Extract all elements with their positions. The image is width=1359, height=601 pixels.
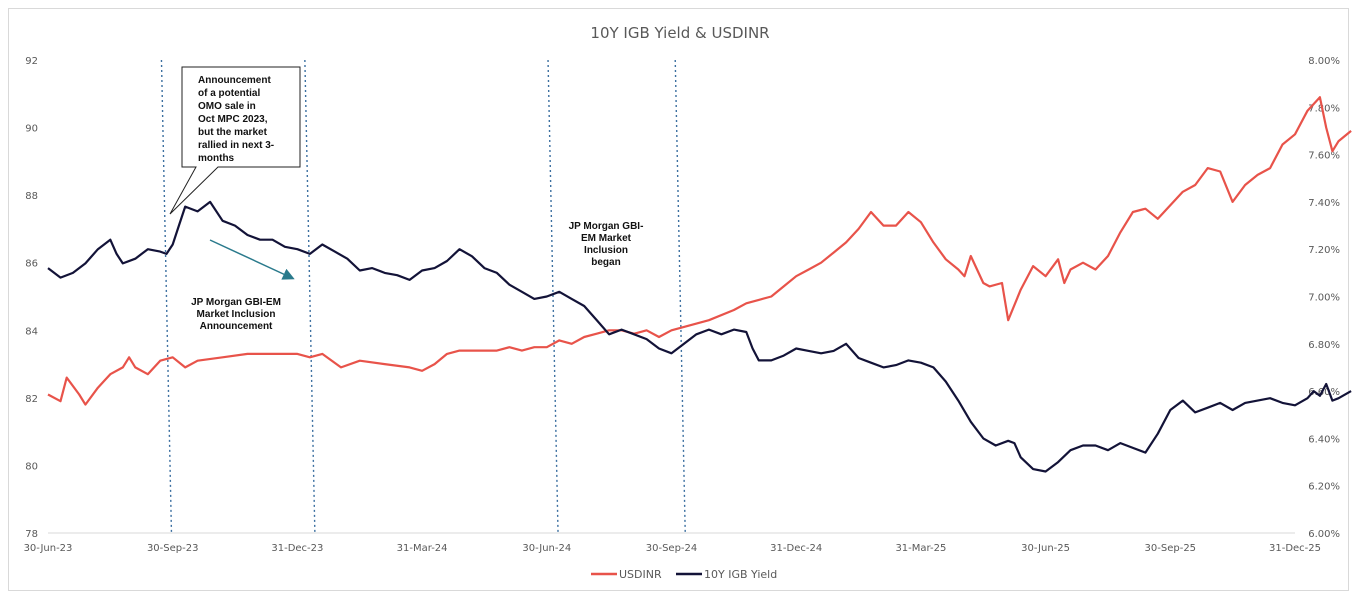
- right-tick-label: 6.60%: [1308, 387, 1340, 398]
- left-axis-ticks: 78 80 82 84 86 88 90 92: [25, 56, 38, 540]
- x-tick-label: 30-Sep-23: [147, 543, 199, 554]
- left-tick-label: 92: [25, 56, 38, 67]
- annotation-line: Market Inclusion: [197, 309, 276, 320]
- event-vertical-line: [304, 59, 316, 534]
- chart-title: 10Y IGB Yield & USDINR: [590, 24, 769, 42]
- left-tick-label: 88: [25, 191, 38, 202]
- x-tick-label: 31-Dec-24: [770, 543, 822, 554]
- annotation-line: EM Market: [581, 233, 632, 244]
- left-tick-label: 90: [25, 124, 38, 135]
- right-tick-label: 7.00%: [1308, 293, 1340, 304]
- right-tick-label: 6.40%: [1308, 434, 1340, 445]
- annotation-line: Announcement: [200, 321, 273, 332]
- right-tick-label: 6.00%: [1308, 529, 1340, 540]
- left-tick-label: 80: [25, 461, 38, 472]
- event-vertical-line: [674, 59, 686, 534]
- x-tick-label: 31-Mar-25: [895, 543, 946, 554]
- legend-usdinr-label: USDINR: [619, 568, 662, 581]
- annotation-arrow: [209, 239, 295, 280]
- left-tick-label: 86: [25, 259, 38, 270]
- annotation-line: months: [198, 153, 235, 164]
- x-tick-label: 30-Jun-23: [24, 543, 73, 554]
- annotation-callout-box: [169, 66, 301, 215]
- left-tick-label: 84: [25, 326, 38, 337]
- annotation-line: JP Morgan GBI-EM: [191, 297, 281, 308]
- annotation-line: began: [591, 257, 620, 268]
- x-tick-label: 31-Dec-25: [1269, 543, 1321, 554]
- annotation-line: OMO sale in: [198, 101, 256, 112]
- annotation-line: Inclusion: [584, 245, 628, 256]
- x-tick-label: 30-Sep-25: [1145, 543, 1197, 554]
- annotation-line: JP Morgan GBI-: [569, 221, 644, 232]
- right-tick-label: 6.20%: [1308, 482, 1340, 493]
- right-tick-label: 6.80%: [1308, 340, 1340, 351]
- x-axis-ticks: 30-Jun-23 30-Sep-23 31-Dec-23 31-Mar-24 30-J…: [24, 543, 1321, 554]
- x-tick-label: 31-Mar-24: [397, 543, 448, 554]
- legend-igb-label: 10Y IGB Yield: [704, 568, 777, 581]
- right-tick-label: 7.60%: [1308, 151, 1340, 162]
- event-vertical-line: [547, 59, 559, 534]
- right-tick-label: 7.80%: [1308, 103, 1340, 114]
- event-lines: [160, 59, 686, 534]
- x-tick-label: 30-Jun-24: [522, 543, 571, 554]
- annotation-line: rallied in next 3-: [198, 140, 274, 151]
- right-tick-label: 7.20%: [1308, 245, 1340, 256]
- legend: USDINR 10Y IGB Yield: [591, 568, 777, 581]
- left-tick-label: 82: [25, 394, 38, 405]
- annotation-line: Oct MPC 2023,: [198, 114, 268, 125]
- usdinr-series-line: [47, 96, 1352, 406]
- x-tick-label: 30-Sep-24: [646, 543, 698, 554]
- right-tick-label: 8.00%: [1308, 56, 1340, 67]
- x-tick-label: 30-Jun-25: [1021, 543, 1070, 554]
- annotation-line: of a potential: [198, 88, 260, 99]
- annotation-line: but the market: [198, 127, 268, 138]
- right-tick-label: 7.40%: [1308, 198, 1340, 209]
- annotation-omo-sale: Announcement of a potential OMO sale in Oct…: [198, 75, 274, 164]
- right-axis-ticks: 6.00% 6.20% 6.40% 6.60% 6.80% 7.00% 7.20% 7.40%…: [1308, 56, 1340, 540]
- x-tick-label: 31-Dec-23: [271, 543, 323, 554]
- left-tick-label: 78: [25, 529, 38, 540]
- event-vertical-line: [160, 59, 173, 534]
- annotation-line: Announcement: [198, 75, 271, 86]
- igb-yield-series-line: [47, 200, 1352, 473]
